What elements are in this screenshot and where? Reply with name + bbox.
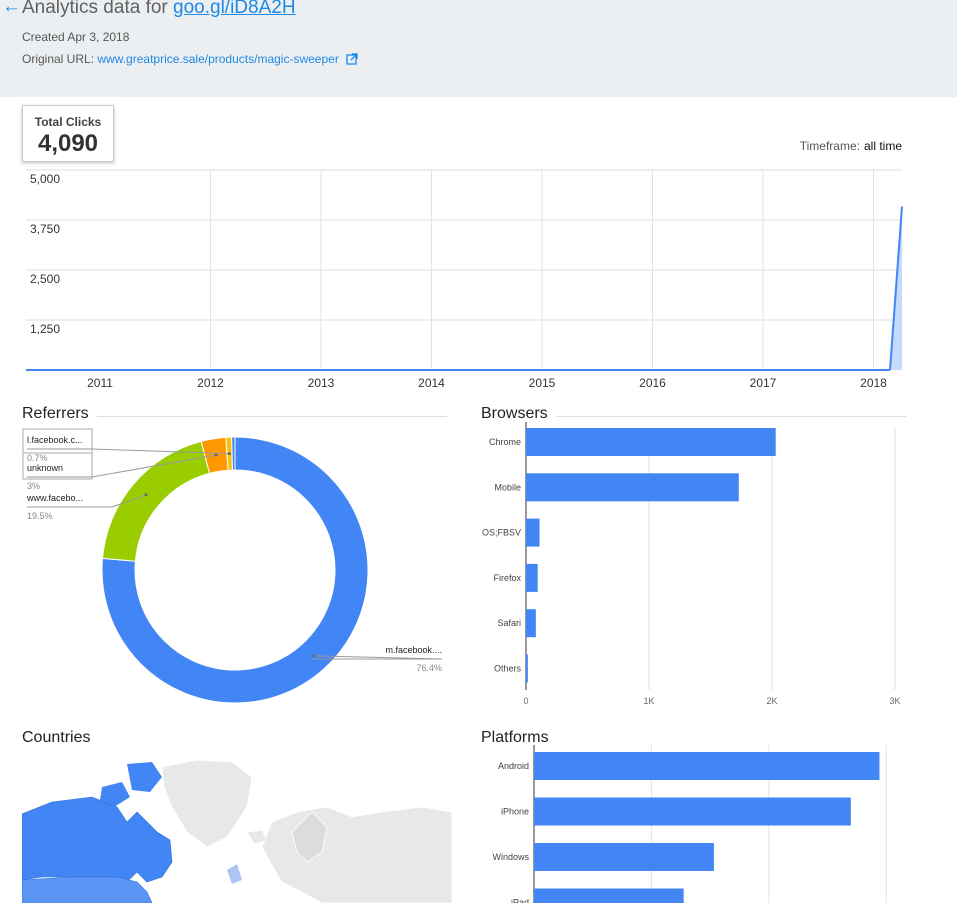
referrer-label: www.facebo... (26, 493, 83, 503)
bar-category-label: Chrome (489, 437, 521, 447)
header-bar: ← Analytics data for goo.gl/iD8A2H Creat… (0, 0, 957, 97)
bar-category-label: Safari (497, 618, 521, 628)
total-clicks-label: Total Clicks (34, 115, 102, 129)
total-clicks-card: Total Clicks 4,090 (22, 105, 114, 162)
bar-rect (526, 609, 536, 638)
referrer-leader-dot (144, 493, 148, 497)
timeline-x-tick: 2011 (87, 376, 113, 390)
original-url-label: Original URL: (22, 52, 95, 66)
uk-shape (227, 864, 242, 884)
usa-shape (22, 876, 153, 903)
referrer-leader-dot (214, 453, 218, 457)
referrer-slice (231, 436, 236, 471)
back-arrow-icon[interactable]: ← (2, 0, 21, 17)
timeframe-selector[interactable]: Timeframe: all time (800, 139, 902, 153)
referrer-leader-line (313, 655, 443, 660)
bar-rect (526, 654, 528, 683)
scandinavia-shape (291, 811, 328, 863)
bar-category-label: Mobile (494, 482, 521, 492)
created-date: Created Apr 3, 2018 (22, 30, 130, 44)
referrer-leader-line (91, 454, 217, 478)
bar-rect (534, 752, 880, 780)
browsers-title: Browsers (481, 405, 556, 423)
bar-rect (534, 797, 851, 826)
referrers-donut-chart: m.facebook.... 76.4% www.facebo... 19.5% unk… (22, 428, 443, 704)
referrer-leader-line (111, 494, 147, 508)
timeline-x-tick: 2015 (529, 376, 556, 390)
bar-category-label: iPad (511, 898, 529, 903)
short-url-link[interactable]: goo.gl/iD8A2H (173, 0, 296, 18)
timeline-y-tick: 5,000 (30, 172, 60, 186)
original-url-row: Original URL: www.greatprice.sale/produc… (22, 52, 358, 66)
bar-rect (526, 428, 776, 456)
bar-category-label: Firefox (493, 573, 521, 583)
bar-x-tick: 0 (523, 696, 528, 706)
referrers-divider (22, 416, 447, 417)
bar-rect (526, 563, 538, 592)
bar-x-tick: 1K (643, 696, 654, 706)
timeline-series-spike (889, 206, 903, 371)
bar-category-label: OS;FBSV (482, 528, 521, 538)
bar-rect (534, 843, 714, 871)
referrer-label: unknown (27, 463, 63, 473)
bar-category-label: Others (494, 664, 522, 674)
timeline-x-tick: 2014 (418, 376, 445, 390)
arctic-islands-shape (100, 762, 162, 807)
bar-category-label: iPhone (501, 807, 529, 817)
timeline-y-tick: 2,500 (30, 272, 60, 286)
browsers-bar-chart: 0 1K 2K 3K Chrome Mobile OS;FBSV Firefox Safari O… (482, 422, 901, 706)
bar-rect (526, 518, 540, 547)
original-url-link[interactable]: www.greatprice.sale/products/magic-sweep… (97, 52, 339, 66)
referrer-slice (101, 436, 369, 704)
bar-category-label: Android (498, 761, 529, 771)
browsers-divider (481, 416, 906, 417)
external-link-icon[interactable] (346, 53, 358, 65)
referrer-percent: 19.5% (27, 511, 53, 521)
platforms-title: Platforms (481, 729, 557, 747)
timeframe-value[interactable]: all time (863, 139, 902, 153)
total-clicks-value: 4,090 (37, 130, 99, 157)
bar-x-tick: 3K (889, 696, 900, 706)
countries-map[interactable] (22, 752, 452, 903)
referrer-label-box (22, 452, 93, 480)
timeline-x-tick: 2012 (197, 376, 224, 390)
referrer-label: m.facebook.... (385, 645, 442, 655)
bar-rect (526, 473, 739, 502)
referrer-leader-dot (312, 654, 316, 658)
greenland-shape (161, 759, 253, 848)
title-prefix: Analytics data for (22, 0, 168, 18)
bar-rect (534, 888, 684, 903)
page-title: Analytics data for goo.gl/iD8A2H (22, 0, 296, 19)
countries-title: Countries (22, 729, 99, 747)
referrer-leader-dot (228, 452, 232, 456)
timeline-x-tick: 2013 (308, 376, 335, 390)
referrer-leader-line (91, 448, 230, 455)
bar-x-tick: 2K (766, 696, 777, 706)
referrer-label: l.facebook.c... (27, 435, 83, 445)
timeline-y-tick: 3,750 (30, 222, 60, 236)
bar-category-label: Windows (492, 852, 529, 862)
timeline-y-tick: 1,250 (30, 322, 60, 336)
platforms-bar-chart: Android iPhone Windows iPad (492, 745, 887, 903)
timeframe-label: Timeframe: (799, 139, 860, 153)
referrer-percent: 0.7% (27, 453, 48, 463)
referrers-title: Referrers (22, 405, 97, 423)
referrer-percent: 76.4% (416, 663, 442, 673)
timeline-x-tick: 2017 (750, 376, 777, 390)
referrer-percent: 3% (27, 481, 40, 491)
timeline-x-tick: 2018 (860, 376, 887, 390)
clicks-timeline-chart: 5,000 3,750 2,500 1,250 2011 2012 2013 2014 2015… (26, 169, 903, 390)
timeline-x-tick: 2016 (639, 376, 666, 390)
